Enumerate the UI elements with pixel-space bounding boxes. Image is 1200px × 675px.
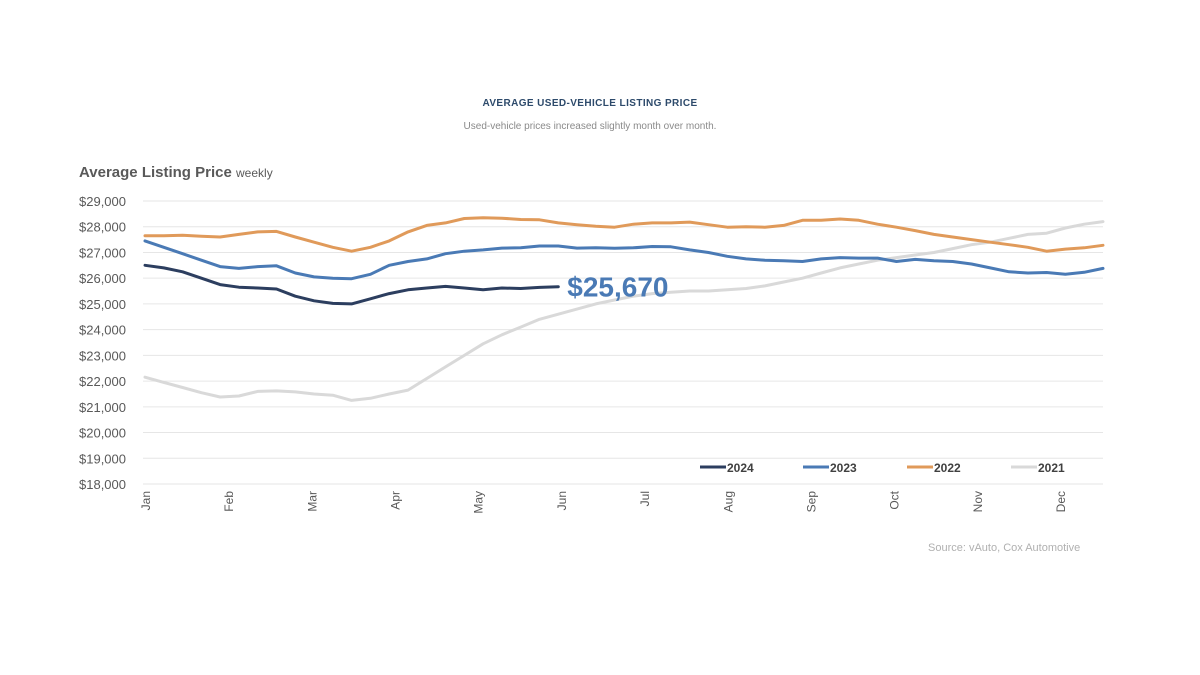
series-line-2022 [143, 216, 1105, 253]
x-tick-label: Nov [971, 491, 985, 512]
y-tick-label: $24,000 [79, 323, 126, 338]
y-tick-label: $19,000 [79, 451, 126, 466]
x-tick-label: Feb [222, 491, 236, 512]
y-tick-label: $29,000 [79, 194, 126, 209]
legend-label-2021: 2021 [1038, 461, 1065, 475]
gridlines [143, 200, 1103, 485]
latest-value-callout: $25,670 [567, 272, 668, 303]
y-tick-label: $20,000 [79, 426, 126, 441]
series-line-2023 [143, 239, 1105, 281]
legend: 2024 2023 2022 2021 [700, 461, 1065, 475]
series-line-2024 [143, 263, 560, 306]
y-tick-label: $21,000 [79, 400, 126, 415]
y-axis: $18,000 $19,000 $20,000 $21,000 $22,000 $23,0… [79, 194, 126, 492]
annotations: $25,670 [567, 272, 668, 303]
x-tick-label: Jan [139, 491, 153, 510]
y-tick-label: $22,000 [79, 374, 126, 389]
x-tick-label: Jul [638, 491, 652, 506]
x-tick-label: Sep [804, 491, 818, 513]
chart-title: AVERAGE USED-VEHICLE LISTING PRICE [482, 98, 698, 109]
legend-label-2023: 2023 [830, 461, 857, 475]
y-tick-label: $27,000 [79, 245, 126, 260]
x-tick-label: Dec [1054, 491, 1068, 512]
chart-heading-main: Average Listing Price [79, 164, 232, 181]
y-tick-label: $18,000 [79, 477, 126, 492]
x-axis: Jan Feb Mar Apr May Jun Jul Aug Sep Oct Nov Dec [139, 490, 1068, 513]
x-tick-label: Apr [389, 491, 403, 510]
legend-label-2022: 2022 [934, 461, 961, 475]
x-tick-label: Jun [555, 491, 569, 510]
y-tick-label: $26,000 [79, 271, 126, 286]
x-tick-label: May [472, 491, 486, 514]
x-tick-label: Oct [888, 490, 902, 509]
chart-subtitle: Used-vehicle prices increased slightly m… [463, 121, 717, 132]
series-lines [143, 216, 1105, 402]
series-line-2021 [143, 220, 1105, 402]
y-tick-label: $28,000 [79, 220, 126, 235]
chart-heading-sub: weekly [236, 166, 273, 180]
y-tick-label: $25,000 [79, 297, 126, 312]
legend-label-2024: 2024 [727, 461, 754, 475]
x-tick-label: Mar [305, 491, 319, 512]
y-tick-label: $23,000 [79, 348, 126, 363]
source-note: Source: vAuto, Cox Automotive [928, 542, 1081, 554]
x-tick-label: Aug [721, 491, 735, 512]
chart-heading: Average Listing Price weekly [79, 164, 273, 181]
